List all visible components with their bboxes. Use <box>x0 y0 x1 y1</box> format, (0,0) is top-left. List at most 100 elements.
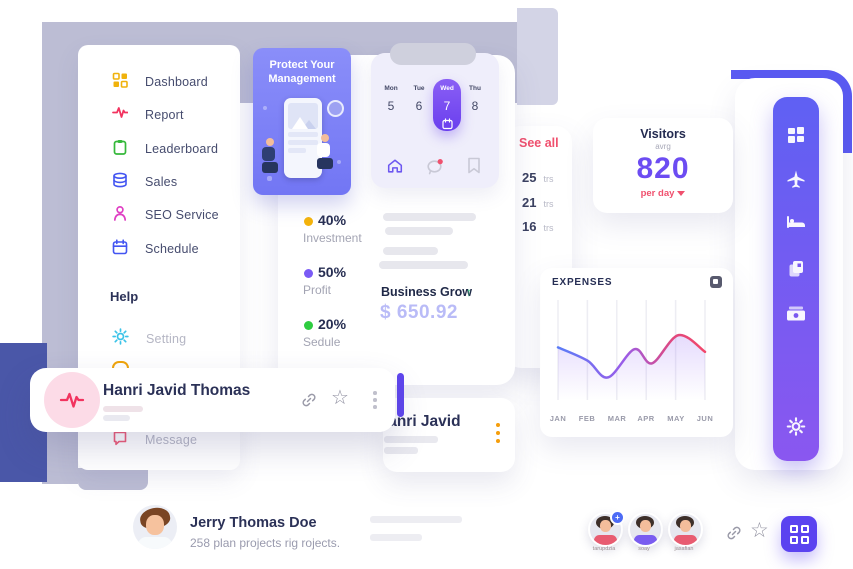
promo-title: Protect Your Management <box>268 59 336 86</box>
profile-card[interactable]: Hanri Javid Thomas ☆ <box>30 368 395 432</box>
per-day-dropdown[interactable]: per day <box>593 188 733 199</box>
calendar-day-tue[interactable]: Tue 6 <box>405 79 433 131</box>
profile-name: Hanri Javid Thomas <box>103 382 251 399</box>
background-blob-bottom <box>78 468 148 490</box>
image-placeholder-icon <box>288 103 318 129</box>
transaction-row[interactable]: 25 trs <box>522 170 553 185</box>
sidebar-item-label: Leaderboard <box>145 142 219 156</box>
sidebar-item-dashboard[interactable]: Dashboard <box>112 72 208 93</box>
sidebar-item-schedule[interactable]: Schedule <box>112 238 199 260</box>
user-icon <box>112 205 128 226</box>
text-placeholder <box>379 261 468 269</box>
business-grow-amount: $ 650.92 <box>380 302 458 323</box>
promo-person-left <box>262 138 278 173</box>
hotel-bed-icon[interactable] <box>786 214 806 235</box>
text-placeholder <box>383 213 476 221</box>
sidebar-item-message[interactable]: Message <box>112 431 197 449</box>
see-all-link[interactable]: See all <box>519 136 559 150</box>
calendar-day-mon[interactable]: Mon 5 <box>377 79 405 131</box>
star-icon[interactable]: ☆ <box>750 519 769 542</box>
text-placeholder <box>370 534 422 541</box>
background-blob-top-light <box>517 8 558 105</box>
calendar-drag-handle[interactable] <box>390 43 476 65</box>
team-avatar-label: tarupdzia <box>592 546 616 552</box>
transaction-unit: trs <box>543 174 554 184</box>
chat-icon[interactable] <box>426 158 444 180</box>
hanri-javid-name: Hanri Javid <box>377 413 461 430</box>
stat-dot-sedule <box>304 321 313 330</box>
calendar-icon <box>112 238 128 260</box>
settings-gear-icon[interactable] <box>786 417 806 441</box>
calendar-small-icon <box>441 117 453 135</box>
team-avatar[interactable] <box>668 512 703 547</box>
banknote-icon[interactable] <box>786 305 806 327</box>
chart-line <box>556 333 707 379</box>
text-placeholder <box>103 415 130 421</box>
sidebar-item-setting[interactable]: Setting <box>112 328 187 348</box>
copy-pages-icon[interactable] <box>786 259 806 283</box>
stat-dot-investment <box>304 217 313 226</box>
team-avatar-label: jasafian <box>674 546 694 552</box>
stat-dot-profit <box>304 269 313 278</box>
sidebar-item-seo-service[interactable]: SEO Service <box>112 205 219 226</box>
link-icon[interactable] <box>726 525 742 546</box>
database-icon <box>112 172 128 193</box>
bookmark-icon[interactable] <box>467 157 481 179</box>
sidebar-item-label: Setting <box>146 332 187 346</box>
dashboard-grid-icon <box>112 72 128 93</box>
visitors-card: Visitors avrg 820 per day <box>593 118 733 213</box>
right-toolbar <box>773 97 819 461</box>
stat-label: Profit <box>303 283 332 297</box>
transaction-row[interactable]: 21 trs <box>522 195 553 210</box>
chevron-down-icon <box>677 191 686 196</box>
kebab-menu-icon[interactable] <box>373 391 377 409</box>
promo-clock-icon <box>327 100 344 117</box>
transaction-row[interactable]: 16 trs <box>522 219 553 234</box>
home-icon[interactable] <box>386 157 404 179</box>
jerry-avatar <box>133 505 177 549</box>
sidebar-item-sales[interactable]: Sales <box>112 172 178 193</box>
chat-square-icon <box>112 430 128 451</box>
dashboard-tiles-icon[interactable] <box>786 125 806 150</box>
stat-label: Sedule <box>303 335 341 349</box>
calendar-day-wed-selected[interactable]: Wed 7 <box>433 79 461 131</box>
sidebar-item-leaderboard[interactable]: Leaderboard <box>112 139 219 158</box>
apps-grid-button[interactable] <box>781 516 817 552</box>
calendar-day-thu[interactable]: Thu 8 <box>461 79 489 131</box>
airplane-icon[interactable] <box>786 169 806 194</box>
day-name: Mon <box>384 85 398 92</box>
avatar <box>44 372 100 428</box>
sidebar-item-label: Sales <box>145 175 178 189</box>
link-icon[interactable] <box>301 392 317 413</box>
text-placeholder <box>370 516 462 523</box>
team-avatar[interactable] <box>628 512 663 547</box>
export-icon[interactable] <box>710 276 722 288</box>
sidebar-item-label: Report <box>145 108 184 122</box>
transaction-value: 16 <box>522 219 537 234</box>
x-axis-label: JUN <box>696 414 714 423</box>
visitors-subtitle: avrg <box>655 142 671 151</box>
day-name: Tue <box>413 85 425 92</box>
sidebar-item-report[interactable]: Report <box>112 106 184 124</box>
day-name: Wed <box>440 85 454 92</box>
star-icon[interactable]: ☆ <box>331 387 349 409</box>
hanri-javid-card[interactable] <box>383 398 515 472</box>
per-day-label: per day <box>640 188 675 199</box>
sidebar-item-label: SEO Service <box>145 208 219 222</box>
add-badge-icon: + <box>610 510 625 525</box>
pulse-icon <box>112 105 129 125</box>
text-placeholder <box>383 247 438 255</box>
day-name: Thu <box>469 85 481 92</box>
x-axis-label: APR <box>637 414 655 423</box>
kebab-menu-icon[interactable] <box>496 423 500 443</box>
visitors-title: Visitors <box>640 127 686 141</box>
team-avatar[interactable]: + <box>588 510 625 547</box>
jerry-subtitle: 258 plan projects rig rojects. <box>190 536 341 550</box>
hidden-menu-icon <box>112 361 129 370</box>
expenses-title: EXPENSES <box>552 277 613 288</box>
team-avatar-label: soay <box>638 546 650 552</box>
text-placeholder <box>384 436 438 443</box>
promo-banner[interactable]: Protect Your Management <box>253 48 351 195</box>
x-axis-label: FEB <box>578 414 596 423</box>
